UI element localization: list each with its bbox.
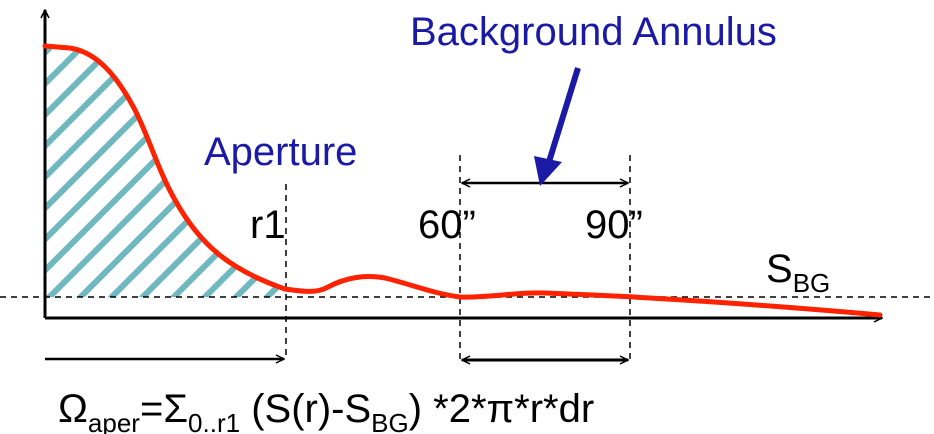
formula-sigma-sub: 0..r1 — [188, 408, 240, 434]
sbg-label: SBG — [766, 247, 830, 298]
sbg-main: S — [766, 247, 793, 291]
radial-profile-curve — [42, 43, 883, 318]
aperture-hatched-area — [45, 46, 285, 297]
formula-paren-open: (S(r)-S — [240, 387, 371, 431]
background-annulus-label: Background Annulus — [410, 10, 777, 54]
r90-label: 90” — [585, 203, 643, 247]
formula-omega-sub: aper — [88, 408, 140, 434]
annulus-pointer-arrow — [545, 67, 581, 166]
formula-paren-sub: BG — [371, 408, 409, 434]
r1-label: r1 — [250, 203, 286, 247]
formula-omega: Ω — [58, 387, 88, 431]
sbg-subscript: BG — [793, 268, 831, 298]
r60-label: 60” — [418, 203, 476, 247]
aperture-label: Aperture — [204, 130, 357, 174]
annulus-pointer-arrowhead — [534, 156, 562, 186]
formula-rest: ) *2*π*r*dr — [409, 387, 594, 431]
formula-eq-sigma: =Σ — [140, 387, 188, 431]
aperture-flux-formula: Ωaper=Σ0..r1 (S(r)-SBG) *2*π*r*dr — [58, 387, 594, 434]
